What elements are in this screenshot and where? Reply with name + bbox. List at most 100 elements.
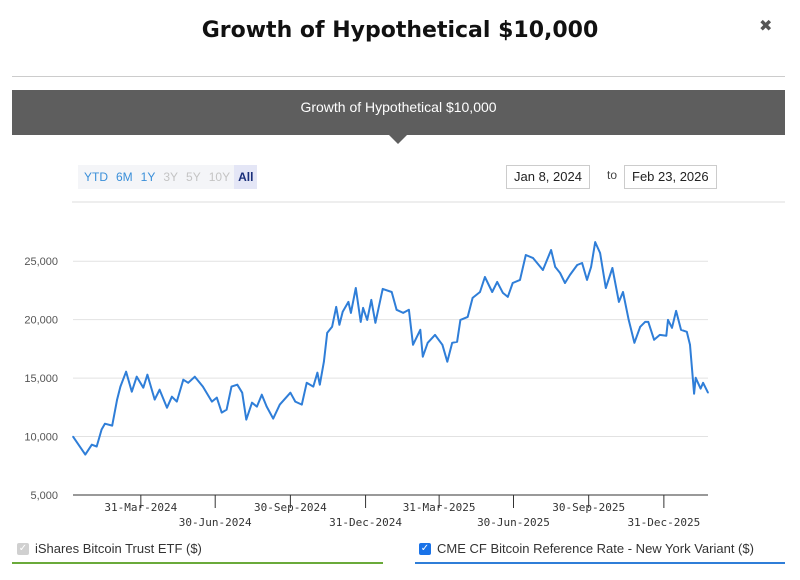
data-point bbox=[278, 403, 281, 406]
data-point bbox=[95, 445, 98, 448]
divider bbox=[12, 76, 785, 77]
data-point bbox=[647, 321, 650, 323]
data-point bbox=[272, 417, 275, 420]
x-tick-label: 30-Sep-2025 bbox=[552, 501, 625, 514]
data-point bbox=[506, 296, 509, 298]
data-point bbox=[381, 288, 384, 290]
data-point bbox=[502, 292, 504, 294]
checkbox-icon[interactable]: ✓ bbox=[419, 542, 431, 555]
x-tick-label: 31-Mar-2024 bbox=[104, 501, 177, 514]
data-point bbox=[374, 322, 377, 324]
data-point bbox=[532, 257, 534, 259]
data-point bbox=[146, 373, 149, 376]
data-point bbox=[390, 291, 393, 293]
legend-item-cme[interactable]: ✓ CME CF Bitcoin Reference Rate - New Yo… bbox=[419, 541, 754, 556]
data-point bbox=[511, 282, 514, 284]
data-point bbox=[408, 309, 410, 311]
data-point bbox=[153, 398, 156, 401]
range-button-6m[interactable]: 6M bbox=[116, 170, 133, 184]
data-point bbox=[341, 311, 344, 313]
data-point bbox=[119, 385, 122, 388]
chart-banner: Growth of Hypothetical $10,000 bbox=[12, 90, 785, 135]
data-point bbox=[359, 321, 362, 323]
data-point bbox=[644, 321, 646, 323]
data-point bbox=[265, 405, 268, 408]
data-point bbox=[618, 301, 620, 303]
dialog-title: Growth of Hypothetical $10,000 bbox=[201, 18, 599, 43]
data-point bbox=[131, 390, 133, 393]
data-point bbox=[451, 342, 454, 344]
data-point bbox=[554, 266, 556, 268]
data-point bbox=[166, 406, 168, 409]
data-point bbox=[90, 443, 93, 446]
data-point bbox=[459, 319, 462, 321]
legend-underline-cme bbox=[415, 562, 785, 564]
data-point bbox=[241, 391, 243, 394]
data-point bbox=[335, 306, 337, 308]
x-tick-label: 31-Dec-2025 bbox=[627, 516, 700, 529]
data-point bbox=[419, 329, 422, 331]
y-tick-label: 10,000 bbox=[24, 432, 58, 444]
data-point bbox=[519, 279, 521, 281]
range-button-all[interactable]: All bbox=[234, 165, 258, 189]
data-point bbox=[116, 398, 118, 401]
banner-pointer bbox=[389, 135, 407, 144]
data-point bbox=[331, 325, 333, 328]
range-button-3y: 3Y bbox=[163, 170, 179, 184]
data-point bbox=[441, 343, 444, 346]
data-point bbox=[671, 327, 673, 329]
checkbox-icon[interactable]: ✓ bbox=[17, 542, 29, 555]
data-point bbox=[256, 405, 258, 408]
data-point bbox=[370, 299, 373, 301]
chart: 5,000 10,000 15,000 20,000 25,000 31-Mar-2024… bbox=[24, 201, 785, 529]
data-point bbox=[421, 355, 424, 358]
data-point bbox=[680, 329, 682, 331]
data-point bbox=[434, 334, 436, 336]
data-point bbox=[599, 252, 601, 254]
data-point bbox=[84, 453, 87, 456]
legend-item-ishares[interactable]: ✓ iShares Bitcoin Trust ETF ($) bbox=[17, 541, 202, 556]
data-point bbox=[693, 392, 695, 395]
range-button-10y: 10Y bbox=[208, 170, 231, 184]
y-tick-label: 5,000 bbox=[30, 490, 58, 502]
data-point bbox=[491, 291, 494, 293]
data-point bbox=[611, 267, 614, 269]
data-point bbox=[586, 279, 588, 281]
data-point bbox=[171, 395, 173, 398]
legend-underline-ishares bbox=[12, 562, 383, 564]
data-point bbox=[362, 307, 364, 309]
data-point bbox=[125, 370, 127, 373]
data-point bbox=[187, 381, 190, 384]
data-point bbox=[245, 418, 248, 421]
data-point bbox=[338, 324, 341, 326]
y-tick-label: 20,000 bbox=[24, 315, 58, 327]
data-point bbox=[305, 381, 308, 384]
data-point bbox=[100, 428, 103, 431]
data-point bbox=[202, 385, 204, 388]
data-point bbox=[319, 383, 321, 386]
data-point bbox=[111, 424, 114, 427]
data-point bbox=[581, 262, 583, 264]
data-point bbox=[216, 396, 218, 399]
range-button-1y[interactable]: 1Y bbox=[140, 170, 156, 184]
data-point bbox=[479, 291, 481, 293]
data-point bbox=[667, 319, 669, 321]
from-date-input[interactable]: Jan 8, 2024 bbox=[506, 165, 590, 189]
x-tick-label: 30-Jun-2024 bbox=[179, 516, 252, 529]
data-point bbox=[685, 331, 688, 333]
data-point bbox=[289, 391, 292, 394]
data-point bbox=[323, 360, 325, 363]
data-point bbox=[639, 325, 641, 328]
range-button-ytd[interactable]: YTD bbox=[84, 170, 108, 184]
close-icon[interactable]: ✖ bbox=[759, 18, 773, 35]
data-point bbox=[622, 291, 624, 293]
data-point bbox=[699, 387, 702, 390]
range-button-5y: 5Y bbox=[186, 170, 201, 184]
range-selector: YTD 6M 1Y 3Y 5Y 10Y All bbox=[78, 165, 258, 189]
data-point bbox=[182, 378, 185, 381]
data-point bbox=[675, 310, 677, 312]
to-date-input[interactable]: Feb 23, 2026 bbox=[624, 165, 717, 189]
data-point bbox=[559, 272, 561, 274]
data-point bbox=[104, 422, 106, 425]
to-label: to bbox=[607, 168, 618, 182]
